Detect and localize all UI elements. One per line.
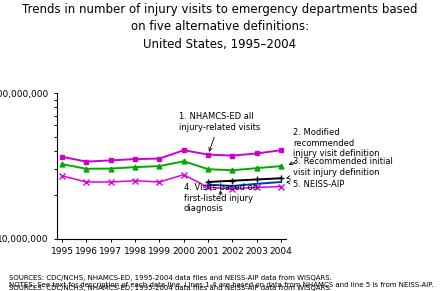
Text: 1. NHAMCS-ED all
injury-related visits: 1. NHAMCS-ED all injury-related visits bbox=[179, 112, 260, 151]
Text: SOURCES: CDC/NCHS, NHAMCS-ED, 1995-2004 data files and NEISS-AIP data from WISQA: SOURCES: CDC/NCHS, NHAMCS-ED, 1995-2004 … bbox=[9, 275, 433, 288]
Text: United States, 1995–2004: United States, 1995–2004 bbox=[143, 38, 297, 51]
Text: 3. Recommended initial
visit injury definition: 3. Recommended initial visit injury defi… bbox=[287, 157, 393, 179]
Text: 2. Modified
recommended
injury visit definition: 2. Modified recommended injury visit def… bbox=[290, 128, 380, 165]
Text: Trends in number of injury visits to emergency departments based: Trends in number of injury visits to eme… bbox=[22, 3, 418, 16]
Text: SOURCES: CDC/NCHS, NHAMCS-ED, 1995-2004 data files and NEISS-AIP data from WISQA: SOURCES: CDC/NCHS, NHAMCS-ED, 1995-2004 … bbox=[9, 285, 332, 291]
Text: on five alternative definitions:: on five alternative definitions: bbox=[131, 20, 309, 33]
Text: 4. Visits based on
first-listed injury
diagnosis: 4. Visits based on first-listed injury d… bbox=[184, 183, 258, 213]
Text: 5. NEISS-AIP: 5. NEISS-AIP bbox=[287, 180, 345, 189]
